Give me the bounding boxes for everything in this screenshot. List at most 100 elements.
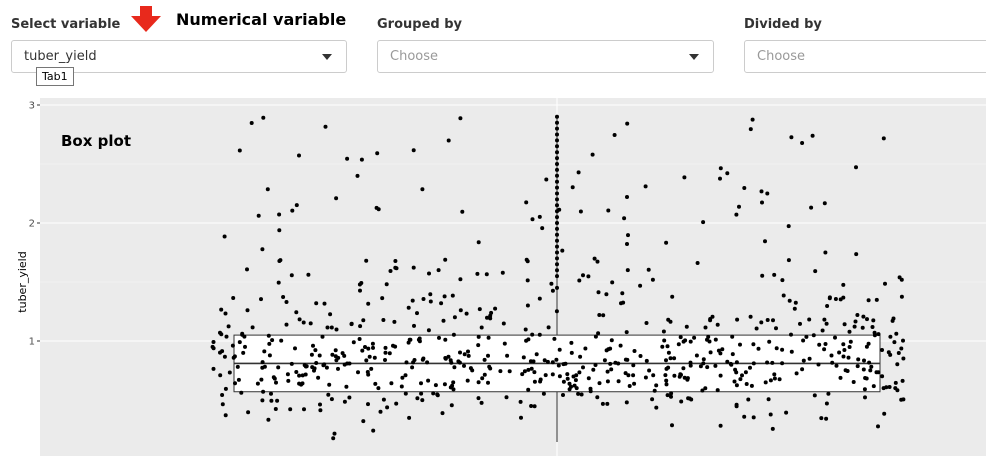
data-point bbox=[733, 367, 738, 372]
data-point bbox=[765, 318, 770, 322]
data-point bbox=[389, 381, 394, 386]
data-point bbox=[406, 340, 411, 345]
data-point bbox=[393, 344, 398, 349]
data-point bbox=[706, 334, 711, 339]
data-point bbox=[269, 398, 274, 403]
data-point bbox=[281, 295, 286, 299]
data-point bbox=[608, 361, 613, 366]
outlier-point bbox=[555, 262, 559, 267]
divided-by-placeholder: Choose bbox=[757, 49, 805, 64]
data-point bbox=[768, 378, 773, 383]
data-point bbox=[466, 353, 471, 358]
data-point bbox=[393, 259, 398, 263]
data-point bbox=[838, 375, 843, 380]
data-point bbox=[777, 377, 782, 382]
data-point bbox=[767, 339, 772, 344]
data-point bbox=[677, 374, 682, 379]
data-point bbox=[683, 338, 688, 343]
data-point bbox=[407, 415, 412, 420]
data-point bbox=[730, 352, 735, 357]
data-point bbox=[266, 417, 271, 422]
data-point bbox=[475, 271, 480, 276]
data-point bbox=[531, 359, 536, 364]
data-point bbox=[718, 166, 723, 171]
data-point bbox=[695, 261, 700, 265]
data-point bbox=[569, 340, 574, 345]
grouped-by-dropdown[interactable]: Choose bbox=[377, 40, 714, 73]
data-point bbox=[376, 207, 381, 212]
data-point bbox=[525, 259, 530, 264]
data-point bbox=[590, 152, 595, 157]
data-point bbox=[732, 379, 737, 384]
data-point bbox=[233, 381, 237, 386]
data-point bbox=[770, 360, 775, 365]
data-point bbox=[644, 358, 649, 363]
data-point bbox=[428, 292, 433, 297]
data-point bbox=[874, 370, 879, 375]
data-point bbox=[763, 380, 768, 385]
data-point bbox=[887, 385, 892, 389]
data-point bbox=[813, 269, 818, 274]
data-point bbox=[532, 404, 537, 409]
data-point bbox=[347, 395, 352, 400]
data-point bbox=[554, 357, 559, 362]
data-point bbox=[399, 384, 404, 389]
data-point bbox=[856, 357, 861, 362]
data-point bbox=[311, 343, 315, 348]
data-point bbox=[586, 376, 591, 381]
data-point bbox=[705, 365, 710, 370]
data-point bbox=[807, 356, 812, 361]
data-point bbox=[544, 177, 549, 182]
data-point bbox=[632, 349, 637, 353]
data-point bbox=[505, 353, 510, 358]
data-point bbox=[692, 335, 697, 340]
y-tick-label: 2 bbox=[29, 219, 35, 230]
data-point bbox=[560, 248, 565, 253]
data-point bbox=[313, 348, 318, 353]
data-point bbox=[324, 365, 329, 370]
data-point bbox=[631, 373, 636, 378]
data-point bbox=[570, 185, 575, 190]
data-point bbox=[718, 373, 723, 378]
data-point bbox=[523, 327, 528, 332]
data-point bbox=[545, 359, 550, 364]
data-point bbox=[625, 121, 630, 126]
data-point bbox=[644, 321, 649, 325]
data-point bbox=[278, 258, 283, 263]
data-point bbox=[318, 402, 322, 407]
data-point bbox=[342, 399, 347, 404]
divided-by-dropdown[interactable]: Choose bbox=[744, 40, 986, 73]
data-point bbox=[871, 384, 876, 389]
data-point bbox=[546, 325, 551, 330]
data-point bbox=[534, 352, 539, 357]
data-point bbox=[681, 366, 686, 371]
data-point bbox=[700, 388, 705, 393]
data-point bbox=[415, 396, 420, 401]
data-point bbox=[300, 373, 305, 378]
data-point bbox=[730, 334, 735, 339]
data-point bbox=[760, 200, 764, 205]
data-point bbox=[593, 334, 598, 339]
data-point bbox=[525, 303, 530, 308]
data-point bbox=[787, 298, 792, 303]
data-point bbox=[211, 340, 216, 344]
data-point bbox=[326, 392, 331, 397]
data-point bbox=[458, 350, 462, 355]
data-point bbox=[861, 314, 866, 319]
data-point bbox=[294, 370, 299, 374]
data-point bbox=[588, 389, 593, 394]
data-point bbox=[759, 320, 764, 325]
data-point bbox=[763, 239, 767, 244]
outlier-point bbox=[555, 268, 559, 273]
data-point bbox=[366, 346, 371, 351]
data-point bbox=[853, 319, 858, 324]
data-point bbox=[571, 374, 576, 379]
data-point bbox=[586, 274, 591, 279]
data-point bbox=[537, 214, 542, 219]
data-point bbox=[703, 386, 708, 391]
data-point bbox=[744, 382, 749, 386]
data-point bbox=[276, 365, 281, 370]
data-point bbox=[488, 366, 493, 371]
data-point bbox=[388, 269, 393, 273]
data-point bbox=[899, 277, 904, 282]
